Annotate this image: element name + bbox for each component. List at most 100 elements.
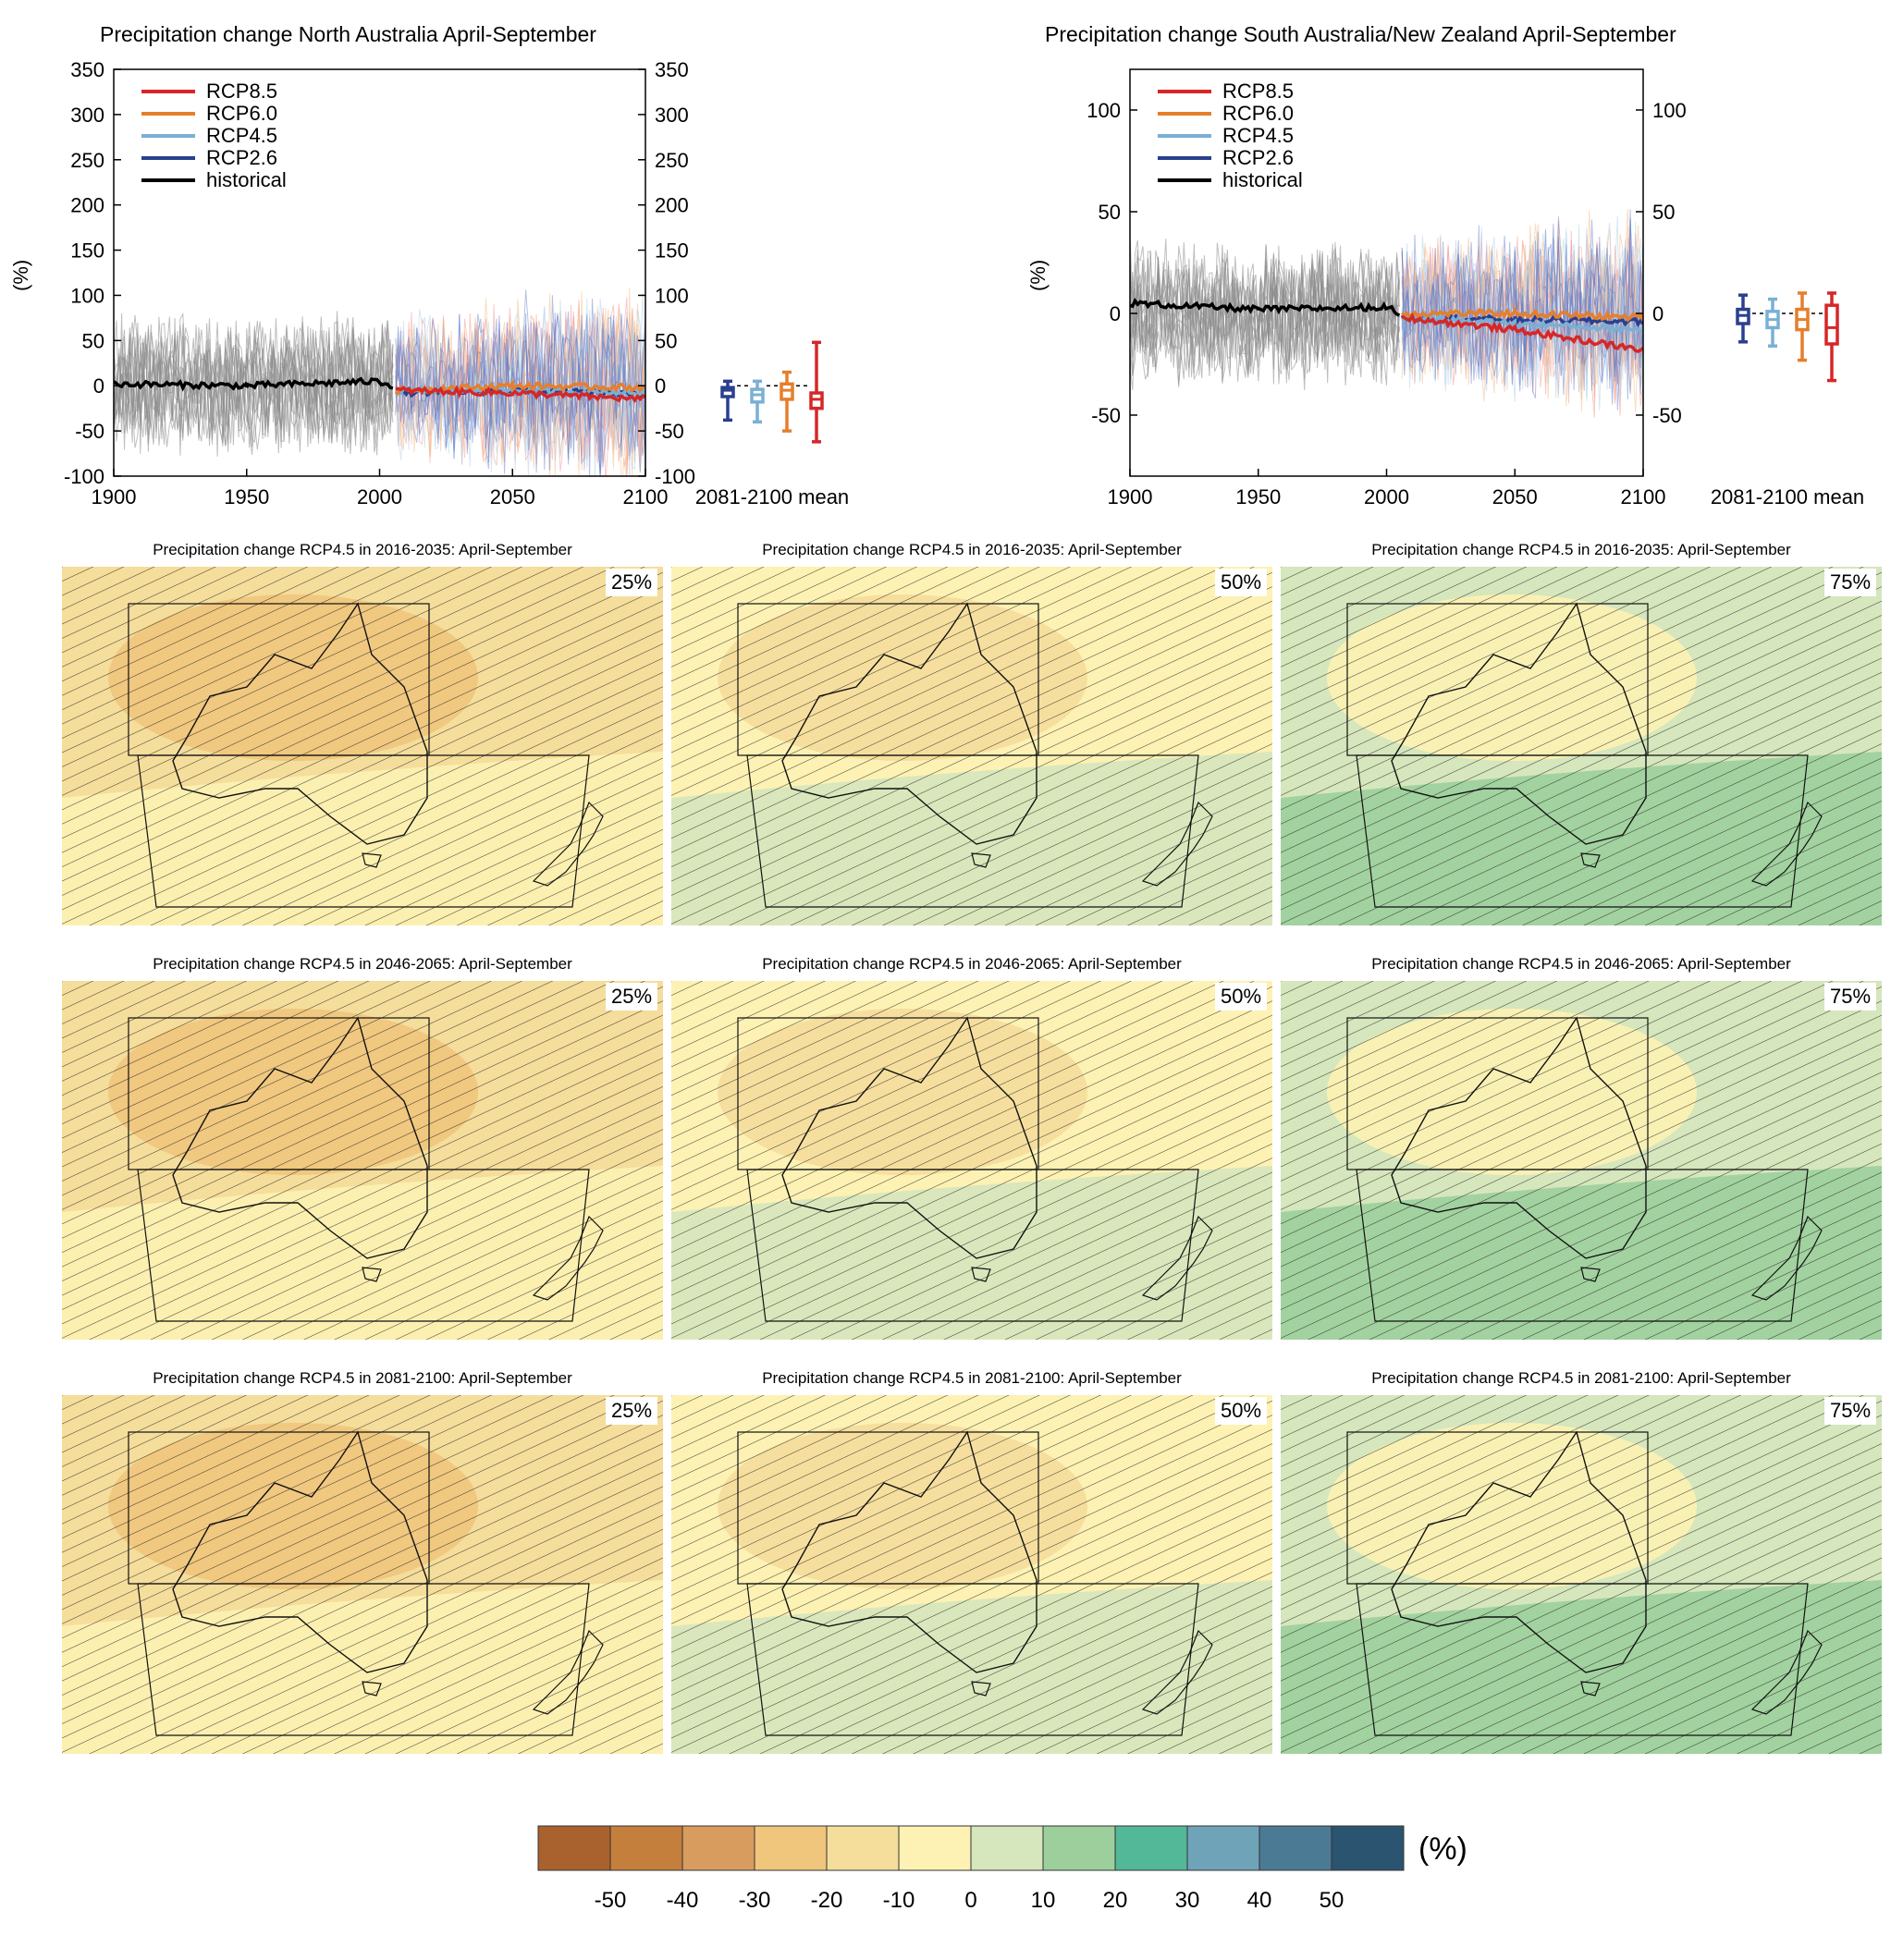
colorbar-swatch — [1331, 1825, 1405, 1871]
significance-hatch — [1281, 1395, 1882, 1754]
y-tick-label: 0 — [1110, 302, 1121, 325]
colorbar-swatch — [609, 1825, 683, 1871]
legend-label-RCP4.5: RCP4.5 — [206, 124, 277, 147]
y-tick-label: 100 — [1087, 99, 1121, 122]
significance-hatch — [62, 981, 663, 1340]
scenario-ensemble-line — [1401, 220, 1643, 407]
map-title: Precipitation change RCP4.5 in 2016-2035… — [1371, 541, 1791, 558]
tasmania-outline — [362, 1267, 382, 1282]
significance-hatch — [1281, 981, 1882, 1340]
series-mean-RCP8.5 — [395, 385, 645, 403]
percentile-label: 50% — [1215, 569, 1268, 596]
y-tick-label-right: 50 — [1652, 201, 1675, 224]
scenario-ensemble-line — [395, 297, 645, 470]
tasmania-outline — [1580, 1267, 1601, 1282]
scenario-ensemble-line — [1401, 230, 1643, 404]
series-mean-RCP6.0 — [1400, 304, 1643, 323]
tasmania-outline — [971, 1681, 991, 1697]
series-mean-RCP4.5 — [1400, 312, 1643, 335]
map-title: Precipitation change RCP4.5 in 2046-2065… — [762, 955, 1182, 973]
y-tick-label-right: 250 — [655, 149, 689, 172]
colorbar: -50 -40 -30 -20 -10 0 10 20 30 40 50 (%) — [537, 1825, 1467, 1913]
legend-label-RCP8.5: RCP8.5 — [206, 80, 277, 103]
legend-label-RCP2.6: RCP2.6 — [206, 146, 277, 169]
new-zealand-outline — [1141, 1629, 1213, 1715]
australia-outline — [172, 602, 428, 845]
historical-ensemble-line — [1130, 253, 1400, 375]
new-zealand-outline — [1750, 801, 1823, 887]
significance-hatch — [671, 981, 1272, 1340]
box-label: 2081-2100 mean — [695, 485, 849, 508]
australia-outline — [172, 1016, 428, 1259]
scenario-ensemble-line — [1401, 223, 1643, 394]
y-tick-label: -50 — [75, 420, 104, 443]
colorbar-tick-label: 10 — [1031, 1888, 1056, 1913]
south-australia-box — [746, 754, 1199, 908]
significance-hatch — [62, 567, 663, 925]
tasmania-outline — [362, 852, 382, 868]
box-label: 2081-2100 mean — [1711, 485, 1864, 508]
new-zealand-outline — [532, 801, 604, 887]
colorbar-tick-label: 50 — [1320, 1888, 1344, 1913]
new-zealand-outline — [1750, 1215, 1823, 1301]
y-tick-label: 150 — [70, 239, 104, 263]
colorbar-swatch — [681, 1825, 755, 1871]
colorbar-unit: (%) — [1418, 1831, 1467, 1867]
scenario-ensemble-line — [1401, 219, 1643, 389]
colorbar-swatch — [754, 1825, 828, 1871]
significance-hatch — [671, 1395, 1272, 1754]
colorbar-tick-label: -50 — [595, 1888, 627, 1913]
y-tick-label-right: 50 — [655, 329, 677, 352]
new-zealand-outline — [532, 1629, 604, 1715]
australia-outline — [1391, 1430, 1647, 1673]
south-australia-box — [137, 754, 590, 908]
y-tick-label-right: 0 — [1652, 302, 1664, 325]
series-mean-historical — [1130, 298, 1401, 317]
scenario-ensemble-line — [1401, 215, 1643, 402]
australia-outline — [172, 1430, 428, 1673]
colorbar-tick-label: 20 — [1103, 1888, 1128, 1913]
legend-label-RCP6.0: RCP6.0 — [1222, 102, 1294, 125]
new-zealand-outline — [1141, 801, 1213, 887]
box-iqr — [720, 386, 735, 398]
y-tick-label-right: 300 — [655, 104, 689, 127]
x-tick-label: 1950 — [224, 485, 269, 508]
x-tick-label: 1900 — [1108, 485, 1153, 508]
y-tick-label: -100 — [64, 465, 104, 488]
colorbar-tick-label: 30 — [1175, 1888, 1200, 1913]
x-tick-label: 1900 — [92, 485, 137, 508]
south-australia-box — [746, 1583, 1199, 1736]
boxplot-RCP6.0 — [780, 370, 794, 433]
map-panel — [62, 1395, 663, 1754]
y-tick-label: 50 — [1099, 201, 1121, 224]
percentile-label: 50% — [1215, 1397, 1268, 1425]
y-tick-label: 100 — [70, 284, 104, 307]
map-panel — [62, 567, 663, 925]
south-australia-box — [137, 1169, 590, 1322]
scenario-ensemble-line — [395, 312, 645, 474]
map-title: Precipitation change RCP4.5 in 2081-2100… — [153, 1369, 572, 1387]
significance-hatch — [1281, 567, 1882, 925]
south-australia-box — [1356, 1583, 1809, 1736]
map-panel — [1281, 1395, 1882, 1754]
y-tick-label: 250 — [70, 149, 104, 172]
scenario-ensemble-line — [395, 298, 645, 451]
x-tick-label: 2100 — [1621, 485, 1666, 508]
colorbar-tick-label: 40 — [1247, 1888, 1272, 1913]
legend-label-historical: historical — [206, 168, 287, 191]
y-tick-label: 200 — [70, 194, 104, 217]
south-australia-box — [746, 1169, 1199, 1322]
y-tick-label-right: 350 — [655, 58, 689, 81]
colorbar-tick-label: -10 — [883, 1888, 915, 1913]
scenario-ensemble-line — [395, 306, 645, 476]
map-panel — [671, 1395, 1272, 1754]
y-tick-label: 50 — [82, 329, 104, 352]
colorbar-swatch — [1042, 1825, 1116, 1871]
scenario-ensemble-line — [1401, 233, 1643, 407]
y-tick-label-right: -50 — [655, 420, 684, 443]
colorbar-swatch — [1258, 1825, 1332, 1871]
map-title: Precipitation change RCP4.5 in 2081-2100… — [1371, 1369, 1791, 1387]
scenario-ensemble-line — [395, 304, 645, 467]
scenario-ensemble-line — [1401, 217, 1643, 405]
scenario-ensemble-line — [395, 310, 645, 476]
